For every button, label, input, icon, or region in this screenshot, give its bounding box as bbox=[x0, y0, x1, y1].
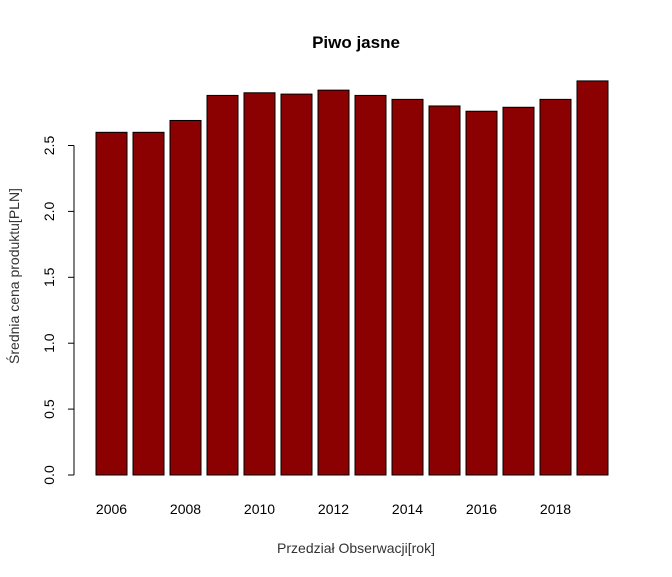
bars-group bbox=[95, 80, 609, 476]
x-axis: 2006 2008 2010 2012 2014 2016 2018 bbox=[96, 501, 571, 517]
bar-2014 bbox=[391, 98, 424, 476]
y-axis: 0.0 0.5 1.0 1.5 2.0 2.5 bbox=[41, 136, 75, 485]
x-tick-label: 2018 bbox=[540, 501, 571, 517]
x-tick-label: 2010 bbox=[244, 501, 275, 517]
bar-2016 bbox=[465, 110, 498, 476]
bar-2011 bbox=[280, 93, 313, 476]
bar-2010 bbox=[243, 92, 276, 476]
y-tick-label: 0.0 bbox=[41, 465, 57, 485]
x-tick-label: 2008 bbox=[170, 501, 201, 517]
x-tick-label: 2016 bbox=[466, 501, 497, 517]
x-tick-label: 2006 bbox=[96, 501, 127, 517]
x-axis-label: Przedział Obserwacji[rok] bbox=[277, 540, 435, 556]
bar-2017 bbox=[502, 106, 535, 476]
chart-title: Piwo jasne bbox=[312, 33, 400, 52]
y-tick-label: 2.5 bbox=[41, 136, 57, 156]
x-tick-label: 2014 bbox=[392, 501, 423, 517]
bar-2019 bbox=[576, 80, 609, 476]
y-axis-label: Średnia cena produktu[PLN] bbox=[5, 188, 22, 364]
bar-2015 bbox=[428, 105, 461, 476]
bar-2009 bbox=[206, 94, 239, 476]
bar-2008 bbox=[169, 119, 202, 476]
y-tick-label: 0.5 bbox=[41, 399, 57, 419]
bar-2007 bbox=[132, 131, 165, 476]
y-tick-label: 2.0 bbox=[41, 201, 57, 221]
bar-2006 bbox=[95, 131, 128, 476]
y-tick-label: 1.5 bbox=[41, 267, 57, 287]
y-tick-label: 1.0 bbox=[41, 333, 57, 353]
bar-2013 bbox=[354, 94, 387, 476]
x-tick-label: 2012 bbox=[318, 501, 349, 517]
bar-2018 bbox=[539, 98, 572, 476]
bar-2012 bbox=[317, 89, 350, 476]
